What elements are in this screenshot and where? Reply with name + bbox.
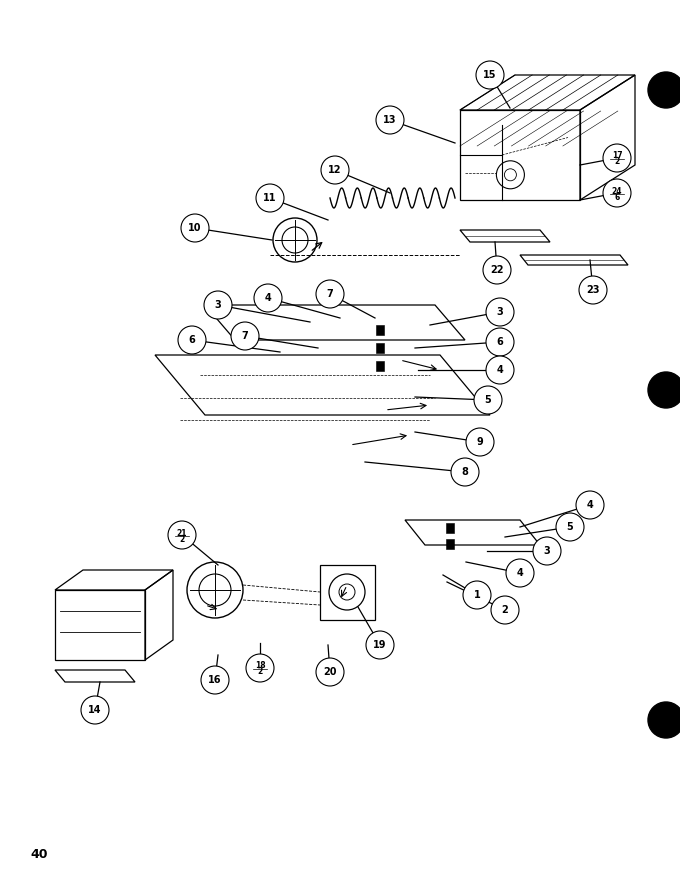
Circle shape xyxy=(246,654,274,682)
Circle shape xyxy=(579,276,607,304)
Text: 19: 19 xyxy=(373,640,387,650)
Circle shape xyxy=(483,256,511,284)
Circle shape xyxy=(466,428,494,456)
Text: 14: 14 xyxy=(88,705,102,715)
Text: 2: 2 xyxy=(614,157,619,167)
Circle shape xyxy=(451,458,479,486)
Circle shape xyxy=(648,372,680,408)
Circle shape xyxy=(486,356,514,384)
Circle shape xyxy=(474,386,502,414)
Circle shape xyxy=(256,184,284,212)
Text: 3: 3 xyxy=(215,300,222,310)
Text: 2: 2 xyxy=(257,668,262,677)
Circle shape xyxy=(376,106,404,134)
Text: 16: 16 xyxy=(208,675,222,685)
Text: 8: 8 xyxy=(462,467,469,477)
Circle shape xyxy=(648,702,680,738)
Circle shape xyxy=(231,322,259,350)
Text: 24: 24 xyxy=(612,187,622,196)
Bar xyxy=(376,361,384,371)
Text: 18: 18 xyxy=(255,662,265,670)
Circle shape xyxy=(316,658,344,686)
Circle shape xyxy=(201,666,229,694)
Text: 7: 7 xyxy=(326,289,333,299)
Bar xyxy=(446,539,454,549)
Text: 4: 4 xyxy=(496,365,503,375)
Text: 4: 4 xyxy=(517,568,524,578)
Text: 6: 6 xyxy=(188,335,195,345)
Circle shape xyxy=(178,326,206,354)
Text: 23: 23 xyxy=(586,285,600,295)
Bar xyxy=(376,343,384,353)
Circle shape xyxy=(486,298,514,326)
Text: 3: 3 xyxy=(496,307,503,317)
Text: 4: 4 xyxy=(265,293,271,303)
Bar xyxy=(446,523,454,533)
Text: 1: 1 xyxy=(474,590,480,600)
Text: 3: 3 xyxy=(543,546,550,556)
Text: 40: 40 xyxy=(30,849,48,862)
Circle shape xyxy=(648,72,680,108)
Circle shape xyxy=(491,596,519,624)
Text: 20: 20 xyxy=(323,667,337,677)
Text: 22: 22 xyxy=(490,265,504,275)
Text: 10: 10 xyxy=(188,223,202,233)
Text: 2: 2 xyxy=(502,605,509,615)
Circle shape xyxy=(316,280,344,308)
Circle shape xyxy=(603,144,631,172)
Circle shape xyxy=(168,521,196,549)
Text: 11: 11 xyxy=(263,193,277,203)
Circle shape xyxy=(321,156,349,184)
Text: 2: 2 xyxy=(180,534,185,544)
Circle shape xyxy=(463,581,491,609)
Circle shape xyxy=(486,328,514,356)
Circle shape xyxy=(254,284,282,312)
Text: 13: 13 xyxy=(384,115,396,125)
Text: 9: 9 xyxy=(477,437,483,447)
Bar xyxy=(376,325,384,335)
Circle shape xyxy=(506,559,534,587)
Circle shape xyxy=(603,179,631,207)
Text: 4: 4 xyxy=(587,500,594,510)
Circle shape xyxy=(204,291,232,319)
Text: 6: 6 xyxy=(496,337,503,347)
Text: 21: 21 xyxy=(177,528,187,538)
Text: 17: 17 xyxy=(612,152,622,161)
Circle shape xyxy=(556,513,584,541)
Text: 6: 6 xyxy=(614,193,619,202)
Bar xyxy=(320,565,375,620)
Circle shape xyxy=(81,696,109,724)
Text: 5: 5 xyxy=(485,395,492,405)
Circle shape xyxy=(366,631,394,659)
Circle shape xyxy=(181,214,209,242)
Text: 15: 15 xyxy=(483,70,497,80)
Circle shape xyxy=(476,61,504,89)
Text: 5: 5 xyxy=(566,522,573,532)
Circle shape xyxy=(533,537,561,565)
Text: 12: 12 xyxy=(328,165,342,175)
Text: 7: 7 xyxy=(241,331,248,341)
Circle shape xyxy=(576,491,604,519)
